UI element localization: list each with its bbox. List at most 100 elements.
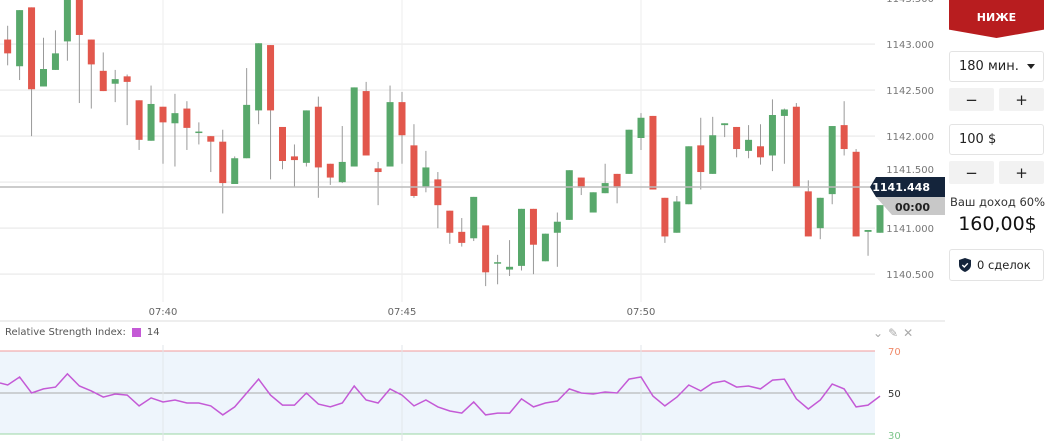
candle-body: [637, 117, 645, 138]
candle-up: [350, 87, 358, 167]
candle-body: [625, 129, 633, 174]
time-tick-label: 07:45: [388, 307, 417, 318]
candle-down: [374, 161, 382, 206]
candle-body: [16, 10, 24, 67]
deals-button[interactable]: 0 сделок: [949, 249, 1044, 281]
candle-body: [87, 39, 95, 65]
candle-body: [673, 201, 681, 233]
candle-body: [601, 183, 609, 194]
candle-body: [852, 151, 860, 237]
candle-down: [267, 45, 275, 180]
candle-up: [721, 123, 729, 138]
price-chart[interactable]: 07:40 07:45 07:50 1143.500 1143.000 1142.500…: [0, 0, 945, 322]
candle-up: [589, 192, 597, 213]
candle-up: [601, 163, 609, 194]
candle-up: [51, 30, 59, 70]
trade-panel: НИЖЕ 180 мин. − + 100 $ − + Ваш доход 60…: [945, 0, 1050, 441]
duration-select[interactable]: 180 мин.: [949, 51, 1044, 82]
candle-up: [111, 69, 119, 103]
candle-up: [565, 170, 573, 220]
time-axis: 07:40 07:45 07:50: [149, 307, 656, 318]
candle-down: [446, 210, 454, 244]
price-tick-label: 1142.500: [886, 86, 934, 97]
candle-body: [685, 146, 693, 205]
caret-down-icon: [1027, 64, 1035, 69]
candle-body: [529, 208, 537, 245]
rsi-legend: Relative Strength Index: 14: [5, 327, 160, 338]
candle-body: [565, 170, 573, 220]
close-icon[interactable]: ✕: [903, 326, 914, 340]
amount-minus-button[interactable]: −: [949, 161, 994, 184]
candle-body: [506, 266, 514, 270]
candle-body: [99, 70, 107, 92]
candle-up: [876, 205, 884, 233]
candle-up: [828, 126, 836, 205]
candle-body: [255, 43, 263, 111]
candle-body: [314, 106, 322, 168]
duration-minus-button[interactable]: −: [949, 88, 994, 111]
price-tick-label: 1141.500: [886, 165, 934, 176]
price-tick-label: 1141.000: [886, 224, 934, 235]
pencil-icon[interactable]: ✎: [888, 326, 899, 340]
sell-lower-button[interactable]: НИЖЕ: [949, 0, 1044, 38]
candle-body: [613, 173, 621, 188]
candle-down: [99, 52, 107, 92]
candle-body: [267, 45, 275, 111]
candle-body: [123, 76, 131, 82]
candle-body: [63, 0, 71, 42]
candle-up: [386, 85, 394, 167]
candle-down: [649, 115, 657, 190]
candle-up: [16, 10, 24, 81]
candle-body: [733, 126, 741, 150]
candle-body: [792, 106, 800, 187]
timer-tag: [876, 196, 945, 215]
candle-body: [171, 113, 179, 124]
rsi-period: 14: [146, 327, 160, 338]
candle-body: [279, 126, 286, 161]
amount-value: 100 $: [959, 132, 997, 147]
candle-down: [207, 136, 215, 173]
candle-down: [159, 106, 167, 164]
candle-body: [745, 139, 753, 151]
candle-body: [780, 109, 788, 116]
candle-up: [506, 240, 514, 276]
candle-body: [828, 126, 836, 195]
rsi-grid: [162, 345, 642, 441]
candle-down: [697, 117, 705, 190]
candle-body: [326, 163, 334, 178]
duration-plus-button[interactable]: +: [999, 88, 1044, 111]
rsi-chart[interactable]: 70 50 30: [0, 322, 945, 441]
price-tick-label: 1142.000: [886, 132, 934, 143]
candle-body: [470, 196, 478, 239]
candle-up: [709, 116, 717, 174]
candle-up: [302, 110, 310, 167]
candle-up: [625, 129, 633, 174]
chevron-down-icon[interactable]: ⌄: [873, 326, 884, 340]
candle-up: [494, 254, 502, 285]
candle-up: [673, 195, 681, 233]
candle-body: [147, 103, 155, 141]
candle-down: [458, 218, 466, 247]
candle-down: [434, 172, 442, 229]
amount-input[interactable]: 100 $: [949, 124, 1044, 155]
candle-body: [804, 191, 812, 237]
candle-down: [852, 149, 860, 237]
candle-body: [422, 167, 430, 187]
candle-body: [494, 262, 502, 264]
candle-body: [649, 115, 657, 190]
candle-up: [780, 108, 788, 164]
candle-body: [4, 39, 12, 54]
candle-up: [255, 43, 263, 125]
price-tick-label: 1143.000: [886, 40, 934, 51]
rsi-label-30: 30: [888, 431, 901, 441]
amount-plus-button[interactable]: +: [999, 161, 1044, 184]
candle-down: [661, 197, 669, 243]
candle-body: [183, 108, 191, 128]
candle-down: [87, 39, 95, 109]
candle-up: [541, 233, 549, 262]
candle-up: [195, 122, 203, 145]
candle-body: [231, 158, 239, 184]
candle-body: [290, 156, 298, 161]
candle-up: [768, 99, 776, 172]
rsi-label-70: 70: [888, 347, 901, 358]
